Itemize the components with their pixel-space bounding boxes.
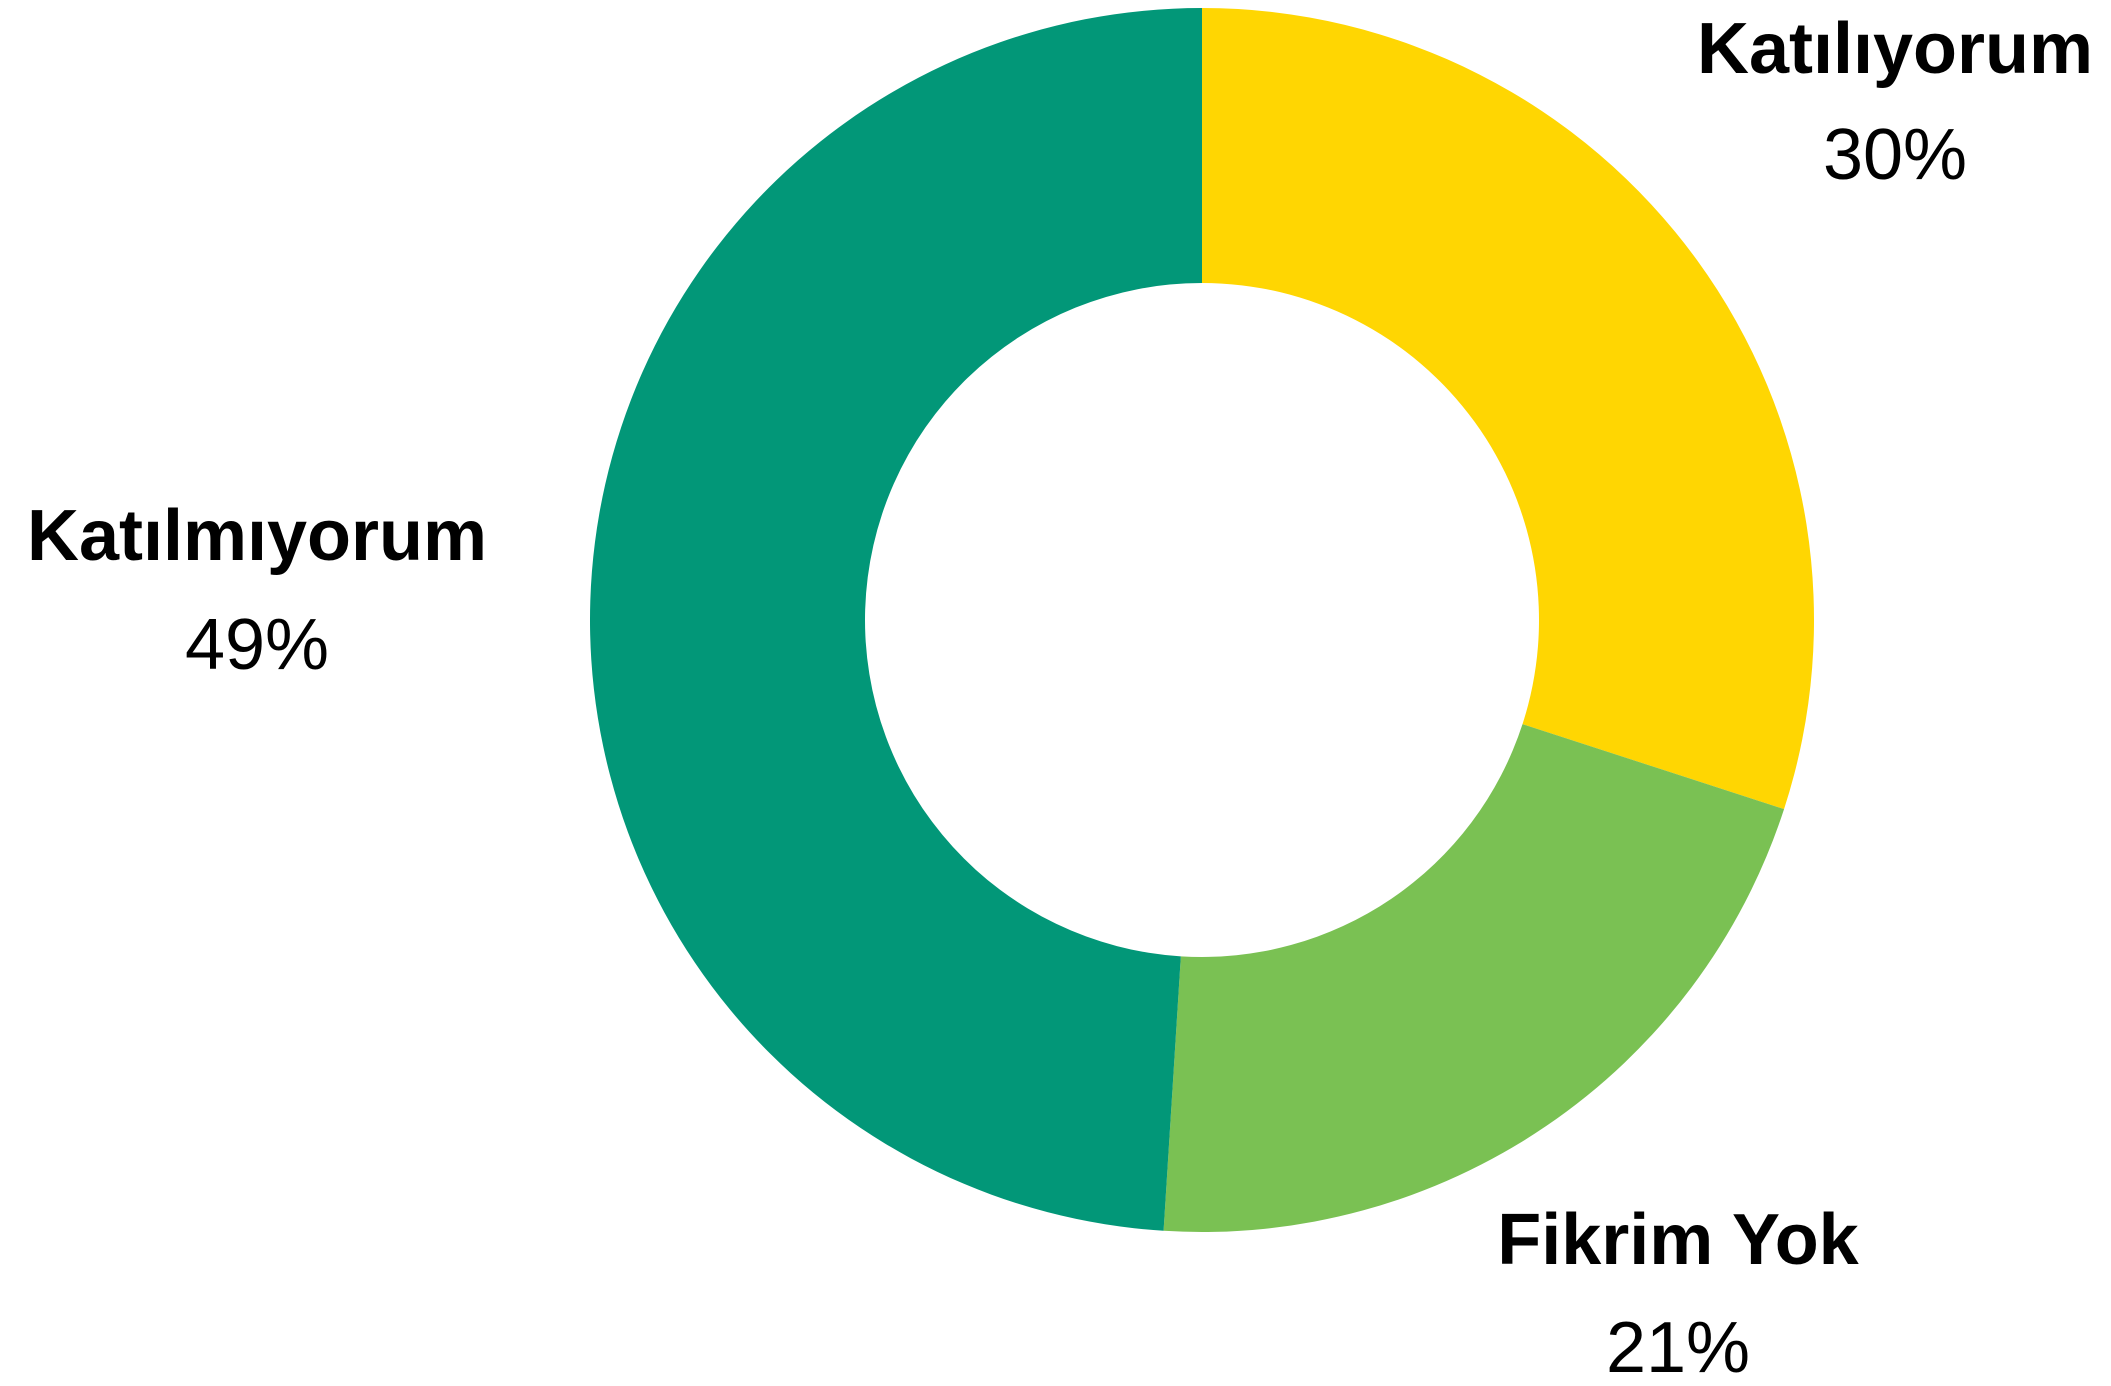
donut-slice	[590, 8, 1202, 1231]
slice-value-label: 30%	[1823, 115, 1967, 195]
slice-value-label: 49%	[185, 605, 329, 685]
slice-label: Katılıyorum	[1697, 9, 2093, 89]
donut-slice	[1202, 8, 1814, 810]
slice-label: Katılmıyorum	[27, 496, 487, 576]
donut-slice	[1163, 724, 1785, 1232]
slice-value-label: 21%	[1606, 1308, 1750, 1386]
slice-label: Fikrim Yok	[1497, 1200, 1859, 1280]
